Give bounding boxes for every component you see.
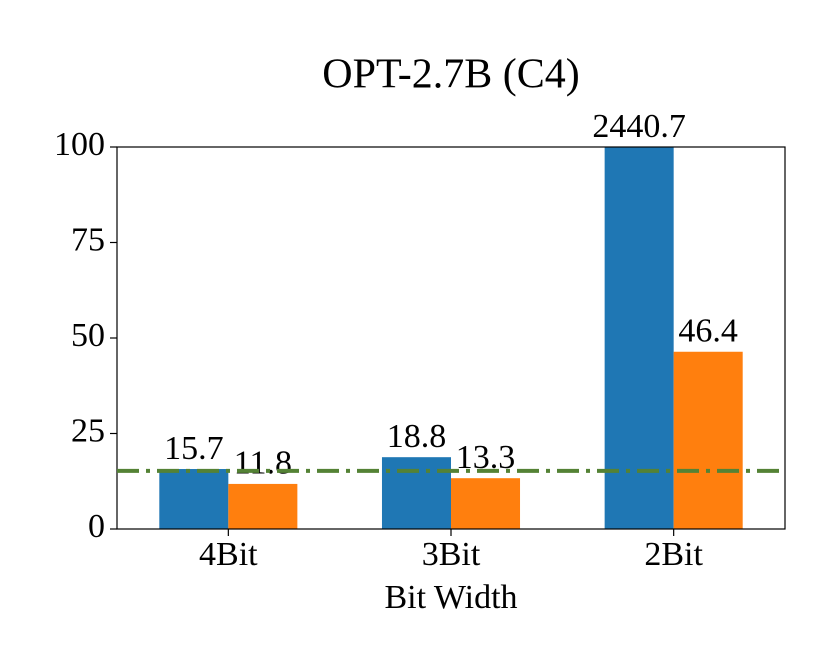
x-tick-label: 3Bit xyxy=(422,536,481,573)
y-tick-label: 100 xyxy=(54,126,105,163)
bar xyxy=(159,469,229,529)
bar xyxy=(673,351,743,529)
y-tick-label: 50 xyxy=(71,317,105,354)
value-label: 2440.7 xyxy=(592,108,686,145)
value-label: 46.4 xyxy=(678,313,738,350)
y-tick-label: 0 xyxy=(88,508,105,545)
y-tick-label: 25 xyxy=(71,412,105,449)
bar xyxy=(381,457,451,529)
x-tick-label: 4Bit xyxy=(199,536,258,573)
bar xyxy=(604,147,674,529)
x-tick-label: 2Bit xyxy=(644,536,703,573)
plot-area xyxy=(159,147,743,529)
x-axis-label: Bit Width xyxy=(384,579,517,616)
value-label: 15.7 xyxy=(164,430,224,467)
y-tick-label: 75 xyxy=(71,221,105,258)
bar xyxy=(451,478,521,529)
value-label: 18.8 xyxy=(387,418,447,455)
value-label: 11.8 xyxy=(234,445,292,482)
chart-title: OPT-2.7B (C4) xyxy=(322,52,579,98)
bar xyxy=(228,483,298,529)
